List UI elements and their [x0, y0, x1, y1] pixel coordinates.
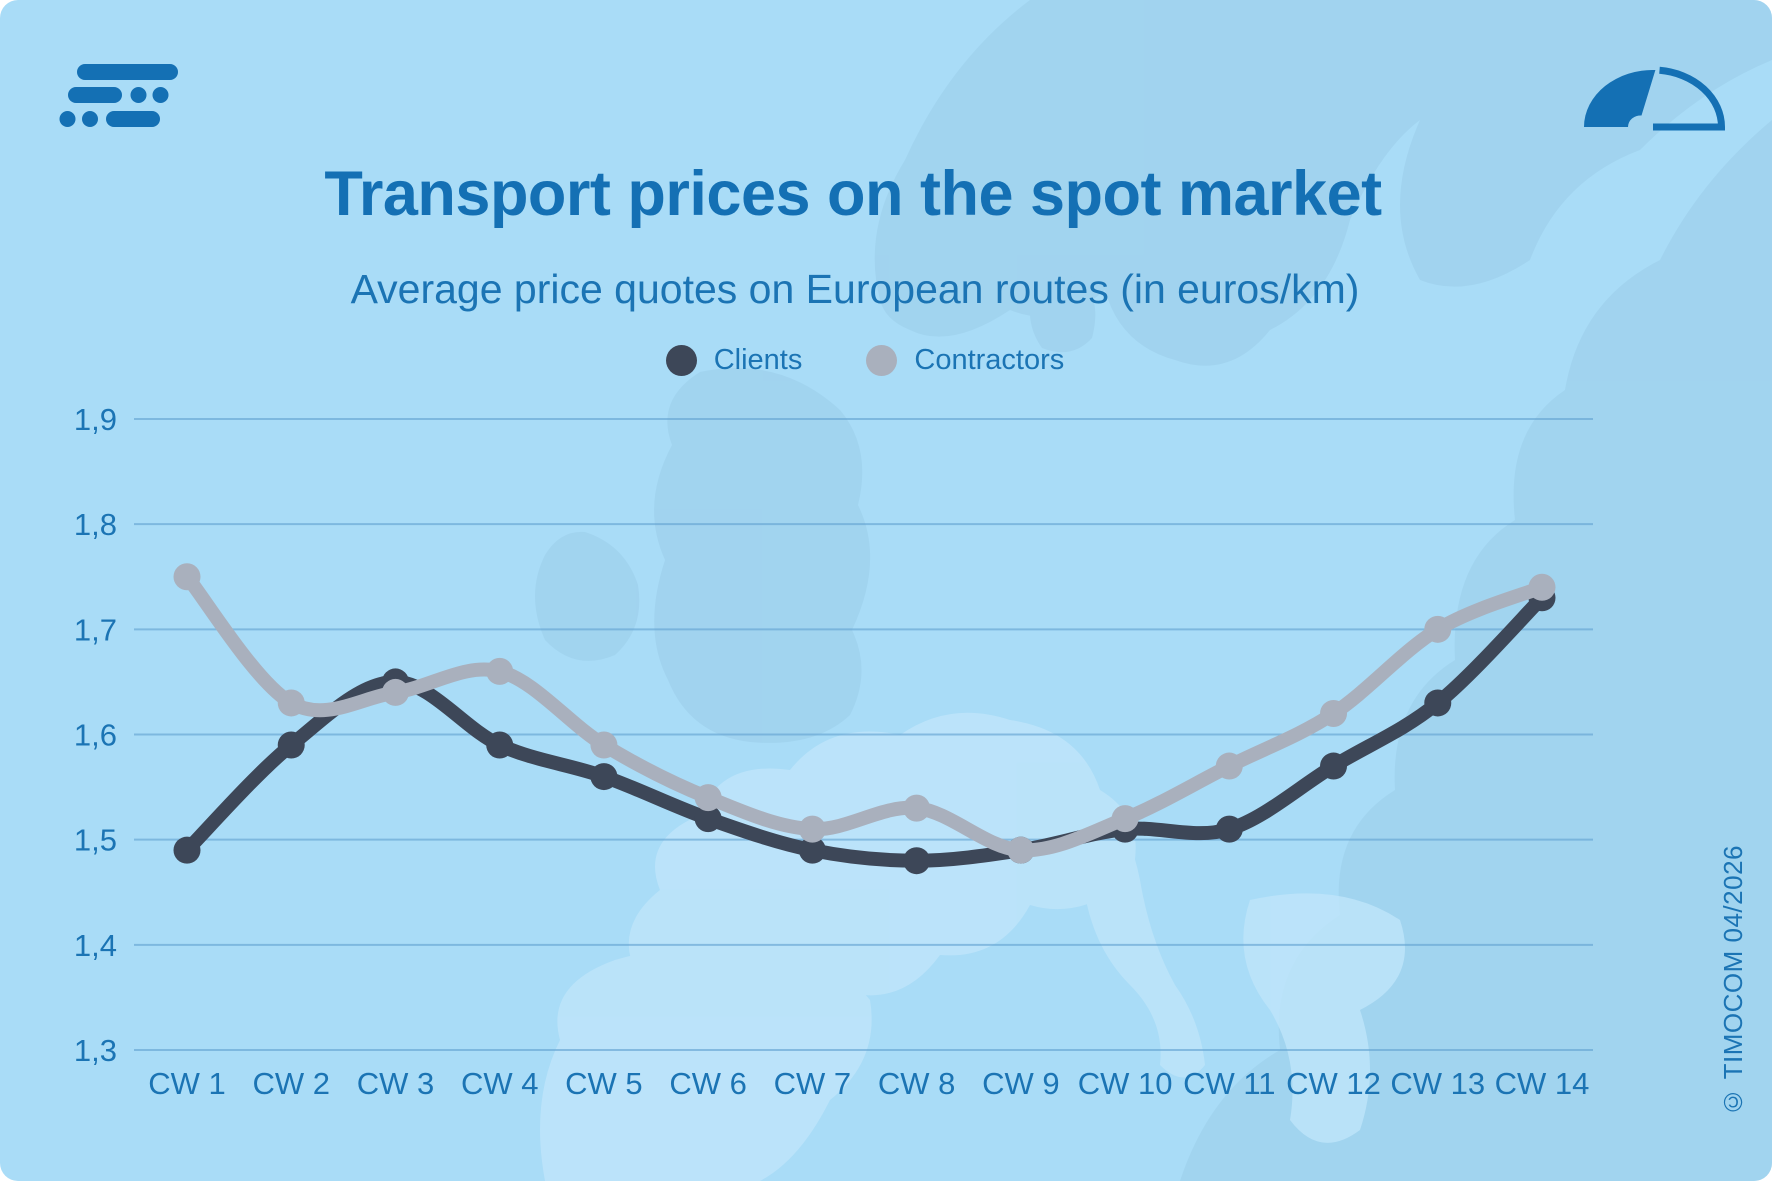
y-axis-tick-label: 1,6	[74, 718, 117, 753]
contractors-color-dot	[866, 345, 898, 376]
page-subtitle: Average price quotes on European routes …	[350, 266, 1360, 312]
clients-point-cw-13	[1424, 689, 1452, 717]
legend-item-clients: Clients	[665, 344, 803, 377]
contractors-point-cw-5	[590, 731, 618, 759]
clients-point-cw-4	[486, 731, 514, 759]
contractors-point-cw-1	[173, 563, 201, 591]
legend-label-clients: Clients	[713, 344, 803, 376]
contractors-point-cw-3	[381, 678, 409, 706]
x-axis-tick-label: CW 8	[878, 1066, 956, 1101]
clients-point-cw-5	[590, 763, 618, 791]
clients-point-cw-11	[1215, 815, 1243, 843]
x-axis-tick-label: CW 4	[461, 1066, 539, 1101]
y-axis-tick-label: 1,4	[74, 928, 117, 963]
contractors-point-cw-12	[1320, 699, 1348, 727]
clients-point-cw-7	[798, 836, 826, 864]
contractors-point-cw-14	[1528, 573, 1556, 601]
map-eastern-europe	[1180, 120, 1772, 1181]
x-axis-tick-label: CW 14	[1495, 1066, 1590, 1101]
x-axis-tick-label: CW 3	[357, 1066, 435, 1101]
speedometer-icon	[1580, 66, 1728, 132]
x-axis-tick-label: CW 5	[565, 1066, 643, 1101]
map-scandinavia	[874, 0, 1772, 366]
contractors-point-cw-4	[486, 657, 514, 685]
chart-legend: Clients Contractors	[0, 344, 1751, 377]
x-axis-tick-label: CW 11	[1183, 1066, 1275, 1101]
x-axis-tick-label: CW 6	[669, 1066, 747, 1101]
speedometer-gauge-icon	[1584, 66, 1726, 131]
contractors-point-cw-11	[1215, 752, 1243, 780]
map-great-britain	[654, 367, 871, 743]
y-axis-tick-label: 1,8	[74, 507, 117, 542]
clients-point-cw-8	[903, 847, 931, 875]
clients-point-cw-6	[694, 805, 722, 833]
x-axis-tick-label: CW 2	[252, 1066, 330, 1101]
y-axis-tick-label: 1,5	[74, 823, 117, 858]
contractors-point-cw-13	[1424, 615, 1452, 643]
clients-point-cw-2	[277, 731, 305, 759]
timocom-logo-icon	[59, 64, 178, 127]
contractors-point-cw-9	[1007, 836, 1035, 864]
timocom-logo	[58, 60, 180, 130]
clients-point-cw-1	[173, 836, 201, 864]
contractors-point-cw-7	[798, 815, 826, 843]
page-title: Transport prices on the spot market	[324, 159, 1382, 229]
x-axis-tick-label: CW 13	[1390, 1066, 1485, 1101]
y-axis-tick-label: 1,9	[74, 402, 117, 437]
contractors-point-cw-2	[277, 689, 305, 717]
x-axis-tick-label: CW 10	[1078, 1066, 1173, 1101]
clients-color-dot	[665, 345, 697, 376]
contractors-point-cw-6	[694, 784, 722, 812]
legend-label-contractors: Contractors	[914, 344, 1065, 376]
contractors-point-cw-10	[1111, 805, 1139, 833]
map-denmark	[1029, 275, 1096, 353]
copyright-note: © TIMOCOM 04/2026	[1718, 844, 1748, 1117]
x-axis-tick-label: CW 12	[1286, 1066, 1381, 1101]
x-axis-tick-label: CW 1	[148, 1066, 226, 1101]
map-balkans	[1243, 893, 1405, 1143]
x-axis-tick-label: CW 9	[982, 1066, 1060, 1101]
y-axis-tick-label: 1,3	[74, 1033, 117, 1068]
map-italy	[1043, 770, 1205, 1078]
map-iberia	[540, 950, 872, 1181]
legend-item-contractors: Contractors	[866, 344, 1064, 377]
y-axis-tick-label: 1,7	[74, 612, 117, 647]
x-axis-tick-label: CW 7	[774, 1066, 852, 1101]
contractors-point-cw-8	[903, 794, 931, 822]
clients-point-cw-12	[1320, 752, 1348, 780]
